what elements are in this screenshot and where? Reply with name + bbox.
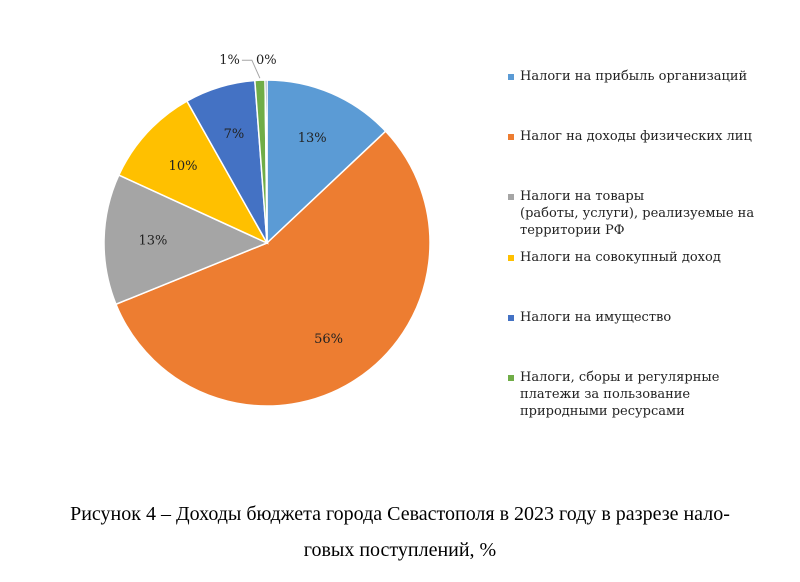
pie-data-label: 13% [298,131,327,146]
legend-swatch [508,194,514,200]
caption-line: Рисунок 4 – Доходы бюджета города Севаст… [70,503,730,525]
pie-slice [117,100,269,245]
pie-slice [114,130,431,407]
pie-chart: 13% 56% 13% 10% 7% 1% 0% [103,53,431,407]
pie-data-label: 0% [256,53,277,68]
legend-item: Налоги на совокупный доход [508,249,768,266]
pie-slice [264,79,268,244]
legend-label: Налог на доходы физических лиц [520,129,752,144]
legend-label: Налоги на прибыль организаций [520,69,748,84]
pie-data-labels: 13% 56% 13% 10% 7% 1% 0% [138,53,343,347]
legend-swatch [508,255,514,261]
legend-swatch [508,375,514,381]
legend-item: Налоги, сборы и регулярные платежи за по… [508,369,768,420]
legend-label-line: природными ресурсами [520,404,685,419]
pie-slice [266,79,387,245]
pie-slices [103,79,431,407]
pie-data-label: 1% [219,53,240,68]
legend-item: Налоги на товары (работы, услуги), реали… [508,188,768,239]
pie-data-label: 10% [169,159,198,174]
legend-swatch [508,315,514,321]
pie-data-label: 7% [224,127,245,142]
pie-data-label: 13% [138,233,167,248]
legend-label-line: платежи за пользование [520,387,691,402]
legend-label: Налоги на имущество [520,310,672,325]
legend-swatch [508,134,514,140]
legend-item: Налоги на прибыль организаций [508,68,768,85]
legend-item: Налог на доходы физических лиц [508,128,768,145]
legend-label-line: (работы, услуги), реализуемые на [520,206,755,221]
legend-swatch [508,74,514,80]
caption-line: говых поступлений, % [303,539,497,561]
leader-line [241,59,261,79]
legend-item: Налоги на имущество [508,309,768,326]
pie-slice [103,174,269,306]
legend-label-line: Налоги на товары [520,189,645,204]
pie-data-label: 56% [314,332,343,347]
legend-label-line: Налоги, сборы и регулярные [520,370,720,385]
legend-label-line: территории РФ [520,223,625,238]
figure-caption: Рисунок 4 – Доходы бюджета города Севаст… [20,496,780,568]
legend-label: Налоги на совокупный доход [520,250,721,265]
